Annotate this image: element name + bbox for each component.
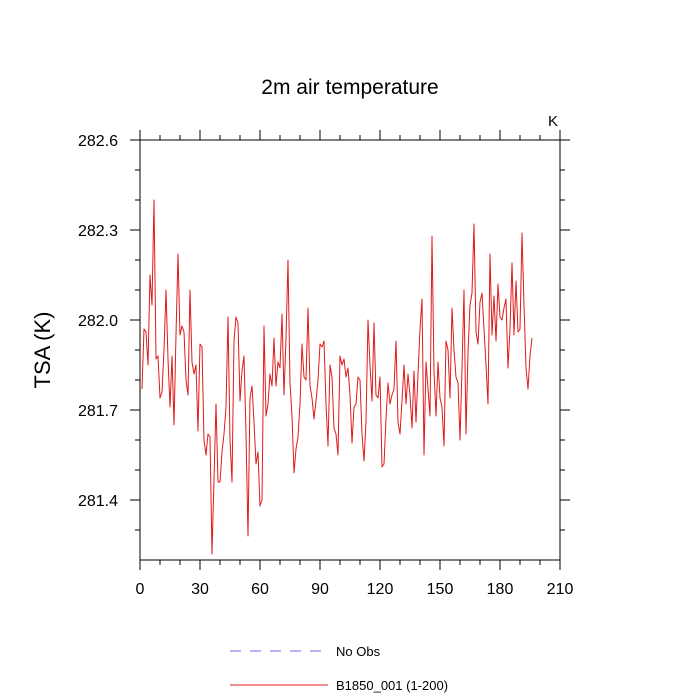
legend-label: B1850_001 (1-200)	[336, 678, 448, 693]
y-tick-label: 282.0	[78, 313, 118, 330]
x-tick-label: 210	[547, 581, 574, 598]
x-tick-label: 60	[251, 581, 269, 598]
x-tick-label: 120	[367, 581, 394, 598]
y-tick-label: 282.6	[78, 133, 118, 150]
axis-ticks	[130, 130, 570, 570]
legend-label: No Obs	[336, 644, 381, 659]
y-tick-label: 281.7	[78, 403, 118, 420]
x-tick-label: 180	[487, 581, 514, 598]
plot-frame	[139, 139, 561, 561]
y-tick-label: 281.4	[78, 493, 118, 510]
y-tick-label: 282.3	[78, 223, 118, 240]
series-group	[141, 199, 533, 555]
x-tick-label: 0	[136, 581, 145, 598]
tick-labels: 0 30 60 90 120 150 180 210 281.4 281.7 282.0 282.3 2…	[78, 133, 573, 598]
chart-title: 2m air temperature	[261, 76, 438, 99]
units-label: K	[548, 113, 558, 130]
legend: No Obs B1850_001 (1-200)	[230, 644, 448, 693]
x-tick-label: 150	[427, 581, 454, 598]
x-tick-label: 30	[191, 581, 209, 598]
x-tick-label: 90	[311, 581, 329, 598]
y-axis-label: TSA (K)	[30, 311, 55, 388]
series-line	[141, 199, 533, 555]
